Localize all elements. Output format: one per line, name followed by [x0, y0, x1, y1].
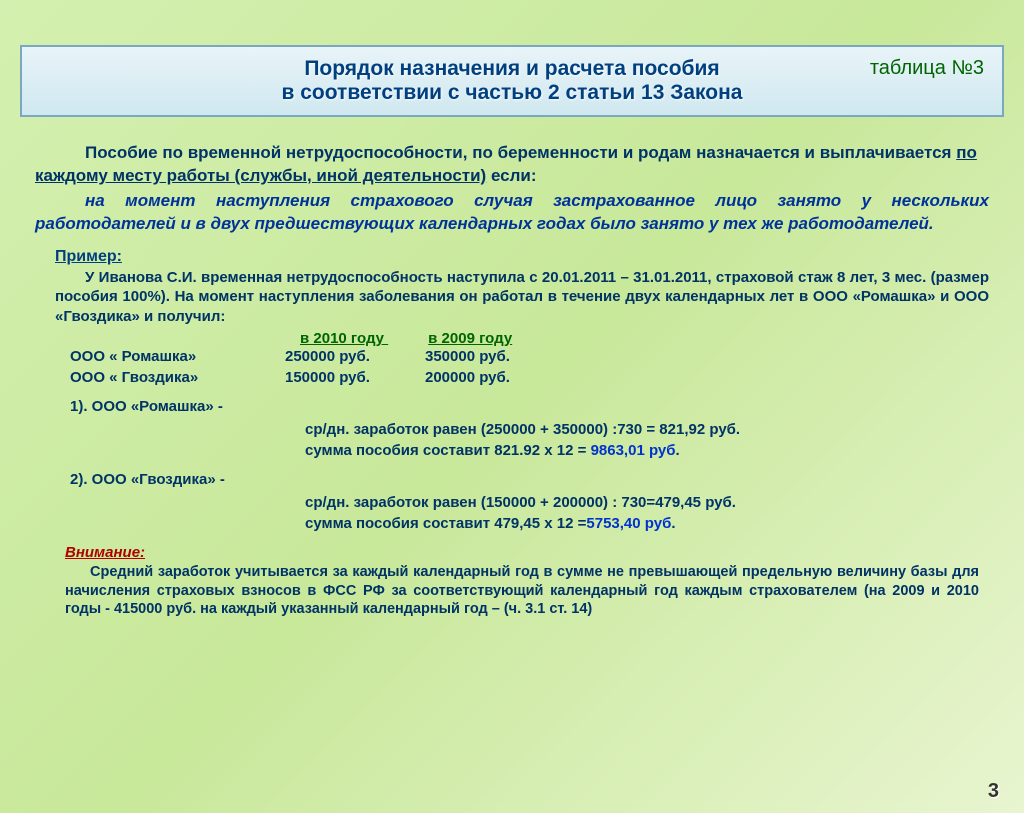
para2-text: на момент наступления страхового случая …	[35, 191, 989, 233]
title-line-1: Порядок назначения и расчета пособия	[42, 57, 982, 81]
page-number: 3	[988, 780, 999, 803]
table-label: таблица №3	[870, 57, 984, 80]
calc-2-label: 2). ООО «Гвоздика» -	[70, 469, 989, 490]
attention-text: Средний заработок учитывается за каждый …	[65, 563, 979, 620]
calc-2: 2). ООО «Гвоздика» - ср/дн. заработок ра…	[70, 469, 989, 534]
company-2-name: ООО « Гвоздика»	[70, 368, 285, 388]
company-row-1: ООО « Ромашка»250000 руб.350000 руб.	[70, 347, 989, 367]
calc-2-line-2-pre: сумма пособия составит 479,45 х 12 =	[305, 515, 586, 532]
year-2: в 2009 году	[428, 330, 512, 347]
calc-2-line-1: ср/дн. заработок равен (150000 + 200000)…	[305, 492, 989, 513]
company-2-v1: 150000 руб.	[285, 368, 425, 388]
para1-lead: Пособие по временной нетрудоспособности,…	[85, 143, 956, 162]
example-label: Пример:	[55, 248, 989, 266]
company-2-v2: 200000 руб.	[425, 368, 510, 388]
company-1-v2: 350000 руб.	[425, 347, 510, 367]
paragraph-1: Пособие по временной нетрудоспособности,…	[35, 142, 989, 188]
calc-1-line-2-pre: сумма пособия составит 821.92 х 12 =	[305, 442, 591, 459]
content: Пособие по временной нетрудоспособности,…	[0, 132, 1024, 619]
calc-1-line-1: ср/дн. заработок равен (250000 + 350000)…	[305, 419, 989, 440]
company-1-name: ООО « Ромашка»	[70, 347, 285, 367]
calc-1: 1). ООО «Ромашка» - ср/дн. заработок рав…	[70, 396, 989, 461]
company-row-2: ООО « Гвоздика»150000 руб.200000 руб.	[70, 368, 989, 388]
paragraph-2: на момент наступления страхового случая …	[35, 190, 989, 236]
year-headers: в 2010 году в 2009 году	[55, 330, 989, 347]
calc-1-line-2: сумма пособия составит 821.92 х 12 = 986…	[305, 440, 989, 461]
example-text: У Иванова С.И. временная нетрудоспособно…	[55, 268, 989, 327]
calc-2-dot: .	[671, 515, 675, 532]
year-1: в 2010 году	[300, 330, 384, 347]
title-box: Порядок назначения и расчета пособия в с…	[20, 45, 1004, 117]
title-line-2: в соответствии с частью 2 статьи 13 Зако…	[42, 81, 982, 105]
calc-2-result: 5753,40 руб	[586, 515, 671, 532]
attention-body: Средний заработок учитывается за каждый …	[65, 564, 979, 618]
calc-1-result: 9863,01 руб	[591, 442, 676, 459]
example-body: У Иванова С.И. временная нетрудоспособно…	[55, 269, 989, 325]
attention-label: Внимание:	[65, 544, 989, 561]
calc-1-label: 1). ООО «Ромашка» -	[70, 396, 989, 417]
calc-1-dot: .	[676, 442, 680, 459]
calc-2-line-2: сумма пособия составит 479,45 х 12 =5753…	[305, 513, 989, 534]
para1-tail: если:	[486, 166, 536, 185]
company-1-v1: 250000 руб.	[285, 347, 425, 367]
